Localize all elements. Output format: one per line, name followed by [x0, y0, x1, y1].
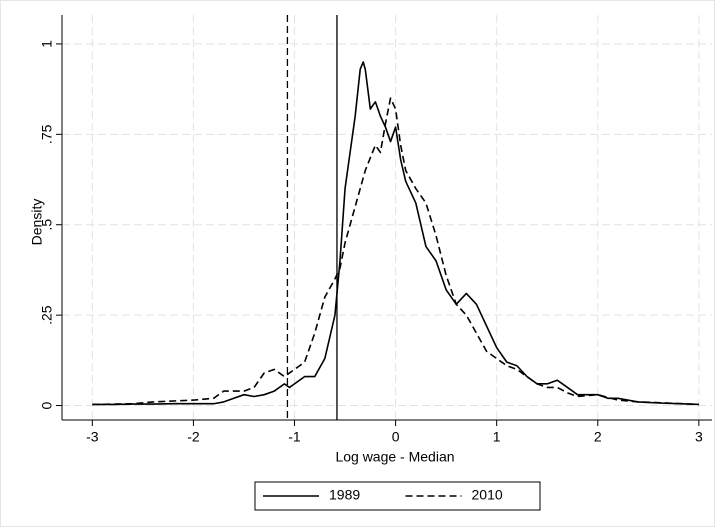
x-tick-label: 0: [392, 429, 400, 445]
x-tick-label: -1: [288, 429, 301, 445]
y-tick-label: .75: [39, 124, 55, 144]
legend-label: 1989: [329, 487, 360, 503]
x-tick-label: 1: [493, 429, 501, 445]
x-axis-title: Log wage - Median: [335, 449, 454, 465]
y-tick-label: 1: [39, 40, 55, 48]
x-tick-label: -3: [86, 429, 99, 445]
y-tick-label: .25: [39, 305, 55, 325]
legend-label: 2010: [472, 487, 503, 503]
line-series: [92, 61, 699, 406]
x-tick-label: 3: [695, 429, 703, 445]
y-tick-label: 0: [39, 401, 55, 409]
x-tick-label: 2: [594, 429, 602, 445]
line-series: [92, 97, 699, 406]
y-tick-label: .5: [39, 219, 55, 231]
y-axis-title: Density: [29, 199, 45, 246]
x-tick-label: -2: [187, 429, 200, 445]
